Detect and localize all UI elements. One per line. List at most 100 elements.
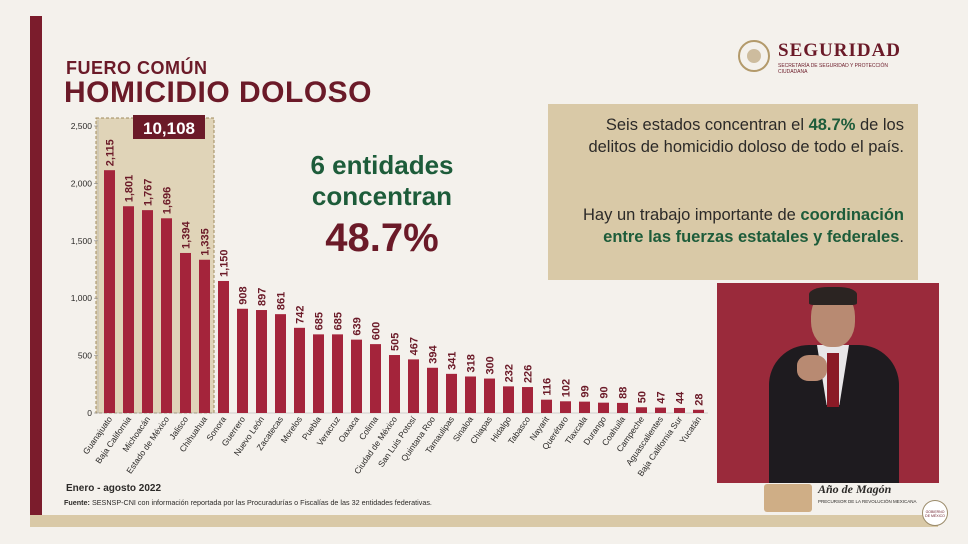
bar-value-label: 116 <box>542 378 554 396</box>
summary-paragraph-1: Seis estados concentran el 48.7% de los … <box>554 114 904 158</box>
summary-p1-pre: Seis estados concentran el <box>605 116 809 134</box>
accent-bar <box>30 16 42 516</box>
bar <box>142 210 153 413</box>
bar <box>522 387 533 413</box>
y-tick-label: 0 <box>87 408 92 418</box>
bar <box>370 344 381 413</box>
bar-value-label: 2,115 <box>105 139 117 166</box>
bar <box>674 407 685 413</box>
highlight-total-label: 10,108 <box>143 119 195 138</box>
bar <box>579 401 590 413</box>
summary-p2-bold: coordinación entre las fuerzas estatales… <box>603 206 904 246</box>
period-label: Enero - agosto 2022 <box>66 483 162 494</box>
seguridad-logo: SEGURIDAD SECRETARÍA DE SEGURIDAD Y PROT… <box>738 38 938 78</box>
logo-name: SEGURIDAD <box>778 40 902 61</box>
bar <box>104 170 115 413</box>
bar-value-label: 341 <box>447 351 459 369</box>
interpreter-tie <box>827 353 839 407</box>
bar <box>180 252 191 413</box>
bar-value-label: 90 <box>599 386 611 398</box>
summary-p1-bold: 48.7% <box>808 116 856 134</box>
bar <box>199 259 210 413</box>
interpreter-hand <box>797 355 827 381</box>
bar <box>465 376 476 413</box>
bar-value-label: 685 <box>333 312 345 330</box>
bar <box>617 402 628 413</box>
year-badge: Año de Magón PRECURSOR DE LA REVOLUCIÓN … <box>760 480 930 516</box>
bar-value-label: 1,801 <box>124 175 136 203</box>
bar <box>275 314 286 413</box>
bar <box>389 355 400 413</box>
summary-paragraph-2: Hay un trabajo importante de coordinació… <box>554 204 904 248</box>
bar <box>693 409 704 413</box>
bar-value-label: 102 <box>561 379 573 397</box>
bar <box>427 367 438 413</box>
bar-value-label: 742 <box>295 305 307 323</box>
y-tick-label: 1,000 <box>71 293 93 303</box>
bar <box>503 386 514 413</box>
year-badge-subtitle: PRECURSOR DE LA REVOLUCIÓN MEXICANA <box>818 499 917 504</box>
y-tick-label: 2,000 <box>71 178 93 188</box>
bar-value-label: 394 <box>428 345 440 364</box>
highlight-region <box>95 117 215 414</box>
bar-value-label: 232 <box>504 364 516 382</box>
callout-percent: 48.7% <box>325 216 439 260</box>
bar-value-label: 1,696 <box>162 187 174 215</box>
callout-line2: concentran <box>311 181 453 211</box>
gobierno-seal-label: GOBIERNO DE MÉXICO <box>925 510 945 518</box>
bar <box>218 280 229 413</box>
bar <box>408 359 419 413</box>
bar-value-label: 908 <box>238 286 250 304</box>
highlight-total-tag <box>133 115 205 139</box>
bar <box>598 402 609 413</box>
bar-value-label: 1,767 <box>143 179 155 207</box>
bar-value-label: 88 <box>618 387 630 399</box>
bar <box>123 206 134 413</box>
bar <box>560 401 571 413</box>
bottom-band <box>30 515 938 527</box>
bar-value-label: 639 <box>352 317 364 335</box>
logo-subtext: SECRETARÍA DE SEGURIDAD Y PROTECCIÓN CIU… <box>778 63 889 75</box>
bar <box>161 218 172 413</box>
bar <box>294 327 305 413</box>
bar <box>655 407 666 413</box>
bar-value-label: 226 <box>523 365 535 383</box>
bar-value-label: 300 <box>485 356 497 374</box>
summary-box: Seis estados concentran el 48.7% de los … <box>548 104 918 280</box>
bar <box>636 407 647 413</box>
bar <box>351 339 362 413</box>
y-tick-label: 2,500 <box>71 121 93 131</box>
bar-value-label: 50 <box>637 391 649 403</box>
callout-text: 6 entidades concentran <box>282 150 482 212</box>
magon-portrait-icon <box>764 484 812 512</box>
source-text: SESNSP-CNI con información reportada por… <box>91 498 432 507</box>
bar-value-label: 318 <box>466 354 478 372</box>
bar-value-label: 897 <box>257 288 269 306</box>
bar <box>484 378 495 413</box>
summary-p2-pre: Hay un trabajo importante de <box>583 206 801 224</box>
bar <box>237 308 248 413</box>
bar-value-label: 600 <box>371 322 383 340</box>
bar-value-label: 685 <box>314 312 326 330</box>
bar-value-label: 28 <box>694 394 706 406</box>
y-tick-label: 1,500 <box>71 236 93 246</box>
bar <box>313 334 324 413</box>
slide-title: HOMICIDIO DOLOSO <box>64 76 372 109</box>
slide-subtitle: FUERO COMÚN <box>66 58 208 78</box>
interpreter-hair <box>809 287 857 305</box>
bar-value-label: 1,150 <box>219 249 231 277</box>
gobierno-seal-icon <box>922 500 948 526</box>
bar <box>332 334 343 413</box>
callout-line1: 6 entidades <box>310 150 454 180</box>
summary-p1-post: de los delitos de homicidio doloso de to… <box>588 116 904 156</box>
bar <box>446 373 457 413</box>
bar-value-label: 505 <box>390 333 402 351</box>
eagle-seal-icon <box>738 40 770 72</box>
bar-value-label: 99 <box>580 385 592 397</box>
summary-p2-post: . <box>899 228 904 246</box>
bar-value-label: 861 <box>276 292 288 310</box>
source-note: Fuente: SESNSP-CNI con información repor… <box>64 498 432 507</box>
year-badge-title: Año de Magón <box>818 482 892 496</box>
